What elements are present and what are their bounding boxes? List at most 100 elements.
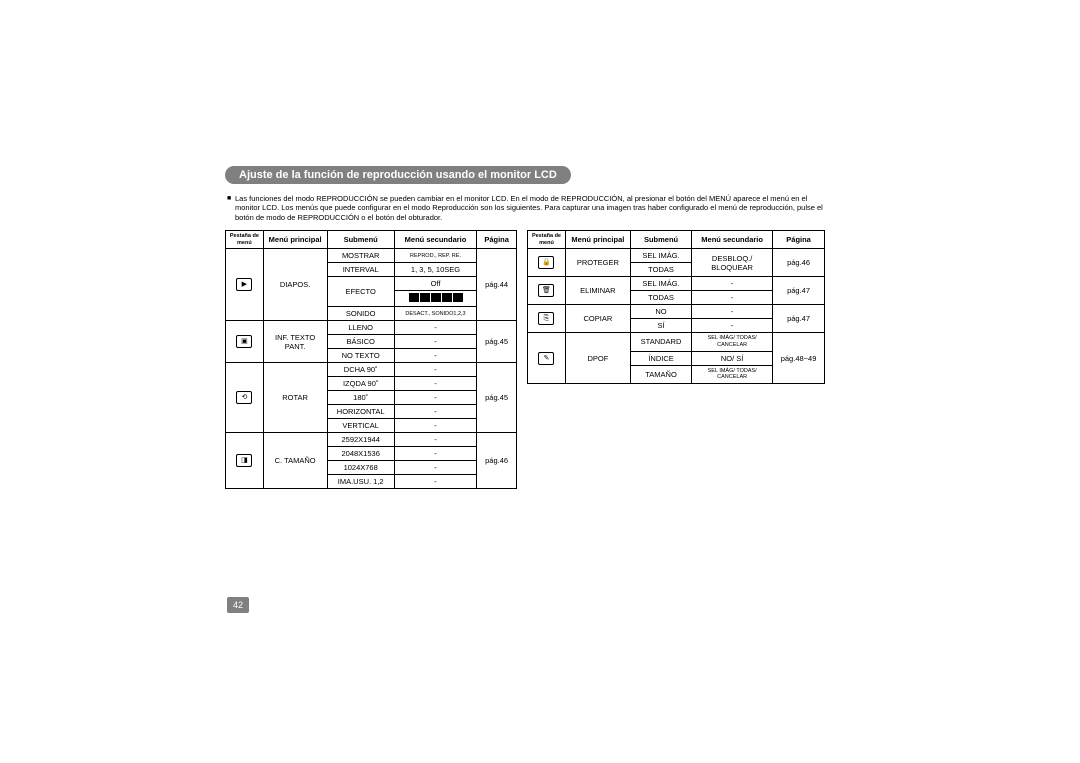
menu-tab-icon: ▶ xyxy=(236,278,252,291)
main-menu-cell: ELIMINAR xyxy=(565,277,630,305)
hdr-sec: Menú secundario xyxy=(692,231,773,249)
hdr-tab: Pestaña de menú xyxy=(226,231,264,249)
table-header-row: Pestaña de menú Menú principal Submenú M… xyxy=(226,231,517,249)
hdr-main: Menú principal xyxy=(263,231,327,249)
sec-cell: - xyxy=(394,349,476,363)
sub-cell: VERTICAL xyxy=(327,419,394,433)
hdr-tab: Pestaña de menú xyxy=(528,231,566,249)
sec-cell: SEL IMÁG/ TODAS/ CANCELAR xyxy=(692,365,773,383)
sub-cell: NO TEXTO xyxy=(327,349,394,363)
table-row: ◨C. TAMAÑO2592X1944-pág.46 xyxy=(226,433,517,447)
main-menu-cell: INF. TEXTO PANT. xyxy=(263,321,327,363)
page-cell: pág.47 xyxy=(773,277,825,305)
main-menu-cell: DIAPOS. xyxy=(263,249,327,321)
page-title: Ajuste de la función de reproducción usa… xyxy=(225,166,571,184)
sub-cell: STANDARD xyxy=(630,333,691,351)
tab-icon-cell: 🔒 xyxy=(528,249,566,277)
page-cell: pág.48~49 xyxy=(773,333,825,383)
table-row: ✎DPOFSTANDARDSEL IMÁG/ TODAS/ CANCELARpá… xyxy=(528,333,825,351)
menu-tab-icon: 🔒 xyxy=(538,256,554,269)
sec-cell: REPROD., REP. RE. xyxy=(394,249,476,263)
page-cell: pág.47 xyxy=(773,305,825,333)
effect-icons xyxy=(409,293,463,302)
sec-cell: - xyxy=(394,433,476,447)
page-cell: pág.46 xyxy=(477,433,517,489)
sec-cell: 1, 3, 5, 10SEG xyxy=(394,263,476,277)
tab-icon-cell: 🗑 xyxy=(528,277,566,305)
tab-icon-cell: ▣ xyxy=(226,321,264,363)
sub-cell: 2048X1536 xyxy=(327,447,394,461)
main-menu-cell: COPIAR xyxy=(565,305,630,333)
sub-cell: NO xyxy=(630,305,691,319)
main-menu-cell: PROTEGER xyxy=(565,249,630,277)
table-row: ▶DIAPOS.MOSTRARREPROD., REP. RE.pág.44 xyxy=(226,249,517,263)
manual-page: Ajuste de la función de reproducción usa… xyxy=(225,165,825,489)
tab-icon-cell: ⟲ xyxy=(226,363,264,433)
main-menu-cell: DPOF xyxy=(565,333,630,383)
sec-cell: SEL IMÁG/ TODAS/ CANCELAR xyxy=(692,333,773,351)
sub-cell: SEL IMÁG. xyxy=(630,277,691,291)
sec-cell: - xyxy=(394,321,476,335)
tables-container: Pestaña de menú Menú principal Submenú M… xyxy=(225,230,825,489)
bullet-icon: ■ xyxy=(227,195,231,204)
sec-cell: DESBLOQ./BLOQUEAR xyxy=(692,249,773,277)
table-row: ⎘COPIARNO-pág.47 xyxy=(528,305,825,319)
sec-cell: - xyxy=(692,319,773,333)
sec-cell: - xyxy=(394,475,476,489)
menu-tab-icon: ⟲ xyxy=(236,391,252,404)
sec-cell: - xyxy=(394,405,476,419)
sub-cell: SEL IMÁG. xyxy=(630,249,691,263)
sub-cell: SONIDO xyxy=(327,307,394,321)
tab-icon-cell: ▶ xyxy=(226,249,264,321)
sub-cell: HORIZONTAL xyxy=(327,405,394,419)
tab-icon-cell: ⎘ xyxy=(528,305,566,333)
sub-cell: 180˚ xyxy=(327,391,394,405)
sec-cell: Off xyxy=(394,277,476,291)
table-row: 🗑ELIMINARSEL IMÁG.-pág.47 xyxy=(528,277,825,291)
sub-cell: TODAS xyxy=(630,263,691,277)
menu-tab-icon: ◨ xyxy=(236,454,252,467)
sub-cell: INTERVAL xyxy=(327,263,394,277)
sec-cell: - xyxy=(394,447,476,461)
hdr-page: Página xyxy=(477,231,517,249)
hdr-main: Menú principal xyxy=(565,231,630,249)
sec-cell: - xyxy=(394,335,476,349)
sec-cell: DESACT., SONIDO1,2,3 xyxy=(394,307,476,321)
sub-cell: MOSTRAR xyxy=(327,249,394,263)
left-table: Pestaña de menú Menú principal Submenú M… xyxy=(225,230,517,489)
sub-cell: DCHA 90˚ xyxy=(327,363,394,377)
sec-cell xyxy=(394,291,476,307)
menu-tab-icon: ✎ xyxy=(538,352,554,365)
sub-cell: IMA.USU. 1,2 xyxy=(327,475,394,489)
sec-cell: NO/ SÍ xyxy=(692,351,773,365)
page-cell: pág.45 xyxy=(477,321,517,363)
tab-icon-cell: ◨ xyxy=(226,433,264,489)
menu-tab-icon: ⎘ xyxy=(538,312,554,325)
right-table: Pestaña de menú Menú principal Submenú M… xyxy=(527,230,825,384)
sub-cell: 1024X768 xyxy=(327,461,394,475)
sec-cell: - xyxy=(394,391,476,405)
table-header-row: Pestaña de menú Menú principal Submenú M… xyxy=(528,231,825,249)
tab-icon-cell: ✎ xyxy=(528,333,566,383)
hdr-page: Página xyxy=(773,231,825,249)
table-row: ▣INF. TEXTO PANT.LLENO-pág.45 xyxy=(226,321,517,335)
page-number-badge: 42 xyxy=(227,597,249,613)
sub-cell: IZQDA 90˚ xyxy=(327,377,394,391)
sub-cell: 2592X1944 xyxy=(327,433,394,447)
page-cell: pág.46 xyxy=(773,249,825,277)
sec-cell: - xyxy=(394,363,476,377)
sub-cell: SÍ xyxy=(630,319,691,333)
sub-cell: TAMAÑO xyxy=(630,365,691,383)
intro-content: Las funciones del modo REPRODUCCIÓN se p… xyxy=(235,194,823,222)
hdr-sec: Menú secundario xyxy=(394,231,476,249)
page-cell: pág.45 xyxy=(477,363,517,433)
menu-tab-icon: ▣ xyxy=(236,335,252,348)
sec-cell: - xyxy=(692,291,773,305)
sub-cell: ÍNDICE xyxy=(630,351,691,365)
intro-text: ■ Las funciones del modo REPRODUCCIÓN se… xyxy=(235,194,825,222)
sub-cell: EFECTO xyxy=(327,277,394,307)
page-cell: pág.44 xyxy=(477,249,517,321)
sec-cell: - xyxy=(692,305,773,319)
sub-cell: BÁSICO xyxy=(327,335,394,349)
sec-cell: - xyxy=(394,461,476,475)
